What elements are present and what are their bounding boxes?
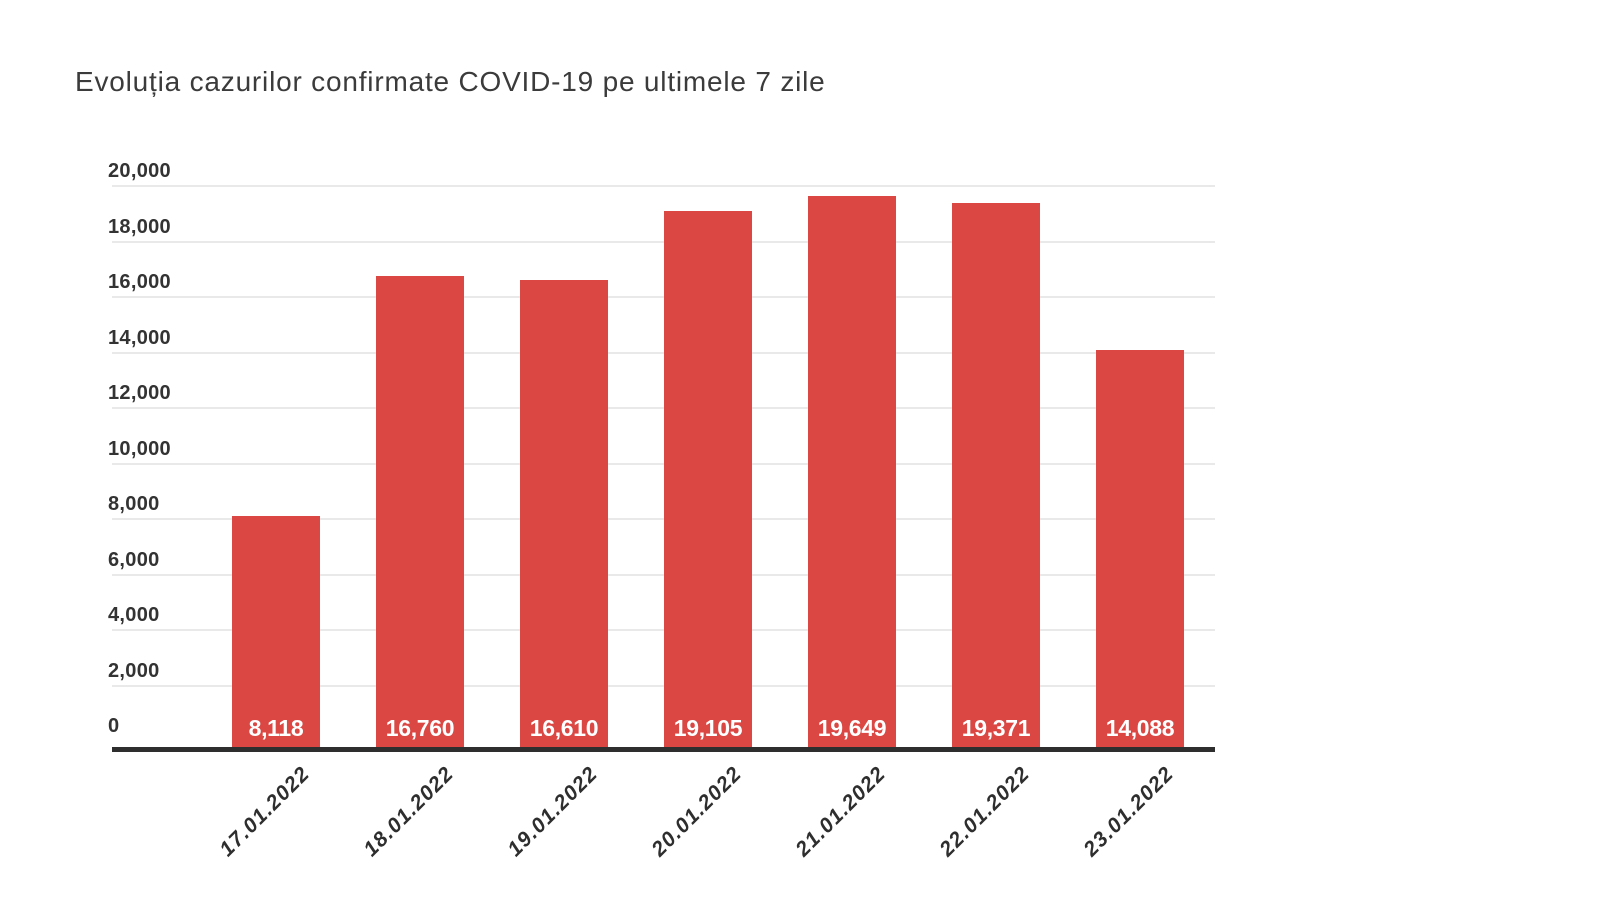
bar: 16,610 (520, 280, 608, 750)
bar-value-label: 8,118 (248, 714, 304, 741)
bar-value-label: 14,088 (1105, 714, 1175, 741)
x-axis-line (112, 747, 1215, 752)
x-axis-category-label-text: 20.01.2022 (647, 762, 747, 862)
y-gridline (112, 185, 1215, 187)
y-axis-tick-label: 4,000 (108, 604, 160, 626)
y-gridline (112, 407, 1215, 409)
bar: 16,760 (376, 275, 464, 750)
x-axis-category-label-text: 22.01.2022 (935, 762, 1035, 862)
x-axis-category-label-text: 21.01.2022 (791, 762, 891, 862)
y-gridline (112, 629, 1215, 631)
x-axis-category-label-text: 18.01.2022 (359, 762, 459, 862)
bar: 8,118 (232, 515, 320, 750)
x-axis-category-label-text: 17.01.2022 (215, 762, 315, 862)
bar: 19,371 (952, 203, 1040, 750)
bar: 19,649 (808, 195, 896, 750)
x-axis-category-label-text: 19.01.2022 (503, 762, 603, 862)
bar-value-label: 16,610 (529, 714, 599, 741)
y-axis-tick-label: 12,000 (108, 382, 171, 404)
bar-value-label: 16,760 (385, 714, 455, 741)
bar-value-label: 19,105 (673, 714, 743, 741)
bar: 19,105 (664, 210, 752, 750)
chart-title: Evoluția cazurilor confirmate COVID-19 p… (75, 66, 826, 97)
bar: 14,088 (1096, 350, 1184, 750)
y-axis-tick-label: 10,000 (108, 437, 171, 460)
x-axis-category-label-text: 23.01.2022 (1079, 762, 1179, 862)
y-axis-tick-label: 20,000 (108, 160, 171, 182)
y-axis-tick-label: 18,000 (108, 215, 171, 238)
y-gridline (112, 684, 1215, 687)
y-gridline (112, 573, 1215, 576)
y-axis-tick-label: 2,000 (108, 659, 160, 682)
bar-value-label: 19,649 (817, 714, 887, 741)
bar-value-label: 19,371 (961, 714, 1031, 741)
y-gridline (112, 240, 1215, 243)
y-gridline (112, 351, 1215, 354)
y-axis-tick-label: 14,000 (108, 326, 171, 349)
y-axis-tick-label: 8,000 (108, 493, 160, 515)
y-gridline (112, 296, 1215, 298)
y-axis-tick-label: 16,000 (108, 271, 171, 293)
y-gridline (112, 462, 1215, 465)
y-axis-tick-label: 6,000 (108, 548, 160, 571)
y-gridline (112, 518, 1215, 520)
y-axis-tick-label: 0 (108, 715, 120, 737)
